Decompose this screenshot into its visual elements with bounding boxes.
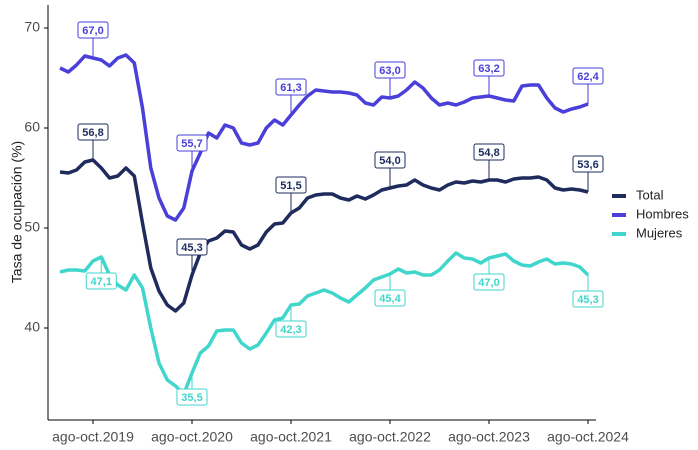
label-box [473, 273, 505, 291]
data-label: 67,0 [82, 25, 103, 37]
data-label: 54,8 [478, 147, 499, 159]
x-tick-label: ago-oct.2024 [547, 429, 629, 445]
label-box [77, 21, 109, 39]
x-tick-label: ago-oct.2022 [349, 429, 431, 445]
x-tick-label: ago-oct.2021 [250, 429, 332, 445]
data-label: 47,0 [478, 277, 499, 289]
data-label: 47,1 [91, 276, 112, 288]
legend-label: Total [636, 187, 664, 202]
data-label: 56,8 [82, 127, 103, 139]
data-label: 42,3 [280, 324, 301, 336]
y-tick-label: 50 [24, 219, 40, 235]
data-label: 45,3 [577, 294, 598, 306]
y-tick-label: 60 [24, 119, 40, 135]
label-box [374, 289, 406, 307]
x-tick-label: ago-oct.2019 [52, 429, 134, 445]
series-line [59, 251, 590, 396]
legend-label: Mujeres [636, 225, 683, 240]
data-label: 54,0 [379, 155, 400, 167]
label-box [275, 320, 307, 338]
series-line [59, 53, 589, 222]
label-box [572, 290, 604, 308]
label-box [77, 123, 109, 141]
data-label: 35,5 [181, 392, 202, 404]
data-label: 51,5 [280, 180, 301, 192]
label-box [275, 176, 307, 194]
data-label: 53,6 [577, 159, 598, 171]
series-line [59, 158, 589, 313]
label-box [572, 155, 604, 173]
data-label: 61,3 [280, 82, 301, 94]
y-axis-label: Tasa de ocupación (%) [9, 141, 25, 283]
label-box [374, 61, 406, 79]
data-label: 62,4 [577, 71, 599, 83]
x-tick-label: ago-oct.2023 [448, 429, 530, 445]
data-label: 63,0 [379, 65, 400, 77]
data-label: 55,7 [181, 138, 202, 150]
y-tick-label: 70 [24, 19, 40, 35]
label-box [374, 151, 406, 169]
label-box [176, 134, 208, 152]
label-box [473, 59, 505, 77]
label-box [275, 78, 307, 96]
y-tick-label: 40 [24, 319, 40, 335]
label-box [572, 67, 604, 85]
label-box [176, 238, 208, 256]
data-label: 63,2 [478, 63, 499, 75]
label-box [176, 388, 208, 406]
x-tick-label: ago-oct.2020 [151, 429, 233, 445]
data-label: 45,4 [379, 293, 401, 305]
label-box [473, 143, 505, 161]
data-label: 45,3 [181, 242, 202, 254]
legend-label: Hombres [636, 206, 689, 221]
label-box [85, 272, 117, 290]
